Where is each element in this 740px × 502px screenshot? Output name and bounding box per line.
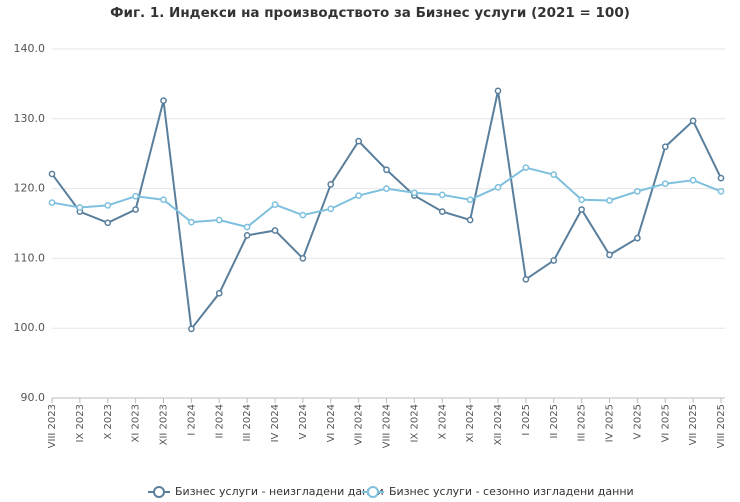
x-tick-label: X 2024 — [437, 404, 448, 439]
point — [494, 87, 502, 95]
point — [48, 199, 56, 206]
y-tick-label: 140.0 — [14, 42, 46, 55]
x-tick-label: XI 2023 — [131, 404, 142, 442]
point — [522, 164, 530, 172]
point — [215, 216, 223, 224]
x-tick-label: XII 2024 — [493, 404, 504, 445]
point — [243, 232, 251, 239]
legend-label: Бизнес услуги - сезонно изгладени данни — [389, 485, 634, 498]
x-tick-label: VIII 2023 — [47, 404, 58, 448]
point — [578, 196, 585, 204]
point — [550, 257, 558, 264]
point — [634, 188, 641, 195]
x-tick-label: VIII 2024 — [382, 404, 393, 448]
x-tick-label: V 2025 — [632, 404, 643, 439]
point — [466, 216, 474, 224]
point — [271, 201, 279, 209]
point — [48, 170, 56, 178]
y-tick-label: 120.0 — [14, 182, 46, 195]
point — [661, 143, 669, 151]
point — [466, 196, 474, 204]
x-tick-label: II 2025 — [549, 404, 560, 439]
point — [215, 289, 223, 297]
point — [661, 180, 669, 188]
point — [104, 219, 112, 227]
legend-marker — [367, 486, 379, 498]
point — [188, 218, 195, 226]
point — [606, 251, 613, 259]
point — [299, 211, 307, 219]
chart-title: Фиг. 1. Индекси на производството за Биз… — [110, 5, 630, 21]
point — [271, 227, 279, 234]
legend-label: Бизнес услуги - неизгладени данни — [175, 485, 384, 498]
point — [104, 202, 112, 209]
x-tick-label: VII 2024 — [354, 404, 365, 445]
x-tick-label: VI 2025 — [660, 404, 671, 442]
x-tick-label: I 2024 — [186, 404, 197, 436]
x-tick-label: III 2024 — [242, 404, 253, 441]
series-line — [51, 90, 722, 332]
y-tick-label: 100.0 — [14, 321, 46, 334]
x-tick-label: XII 2023 — [159, 404, 170, 445]
x-tick-label: IV 2025 — [605, 404, 616, 442]
x-tick-label: IV 2024 — [270, 404, 281, 442]
x-tick-label: VII 2025 — [688, 404, 699, 445]
legend-marker — [153, 486, 165, 498]
point — [494, 183, 502, 191]
x-tick-label: IX 2024 — [409, 404, 420, 442]
x-tick-label: IX 2023 — [75, 404, 86, 442]
x-tick-label: VI 2024 — [326, 404, 337, 442]
point — [299, 255, 307, 262]
x-tick-label: VIII 2025 — [716, 404, 727, 448]
y-tick-label: 110.0 — [14, 251, 46, 264]
point — [550, 171, 558, 178]
x-tick-label: X 2023 — [103, 404, 114, 439]
x-tick-label: V 2024 — [298, 404, 309, 439]
point — [327, 205, 335, 213]
y-tick-label: 90.0 — [21, 391, 46, 404]
point — [634, 234, 641, 242]
point — [522, 275, 530, 283]
point — [578, 206, 585, 213]
point — [383, 185, 390, 192]
point — [411, 189, 418, 197]
point — [160, 196, 167, 204]
point — [717, 174, 725, 182]
y-tick-label: 130.0 — [14, 112, 46, 125]
point — [160, 97, 167, 105]
x-tick-label: I 2025 — [521, 404, 532, 436]
x-tick-label: XI 2024 — [465, 404, 476, 442]
point — [355, 137, 362, 145]
point — [438, 208, 446, 215]
point — [327, 181, 335, 188]
point — [188, 325, 195, 333]
point — [132, 206, 139, 213]
point — [689, 117, 697, 125]
point — [438, 191, 446, 199]
point — [243, 223, 251, 231]
point — [76, 204, 84, 211]
point — [383, 166, 390, 174]
x-tick-label: II 2024 — [214, 404, 225, 439]
x-tick-label: III 2025 — [577, 404, 588, 441]
point — [355, 192, 362, 199]
series-line — [51, 166, 722, 229]
point — [689, 176, 697, 184]
point — [606, 197, 613, 204]
point — [717, 188, 725, 195]
point — [132, 192, 139, 200]
